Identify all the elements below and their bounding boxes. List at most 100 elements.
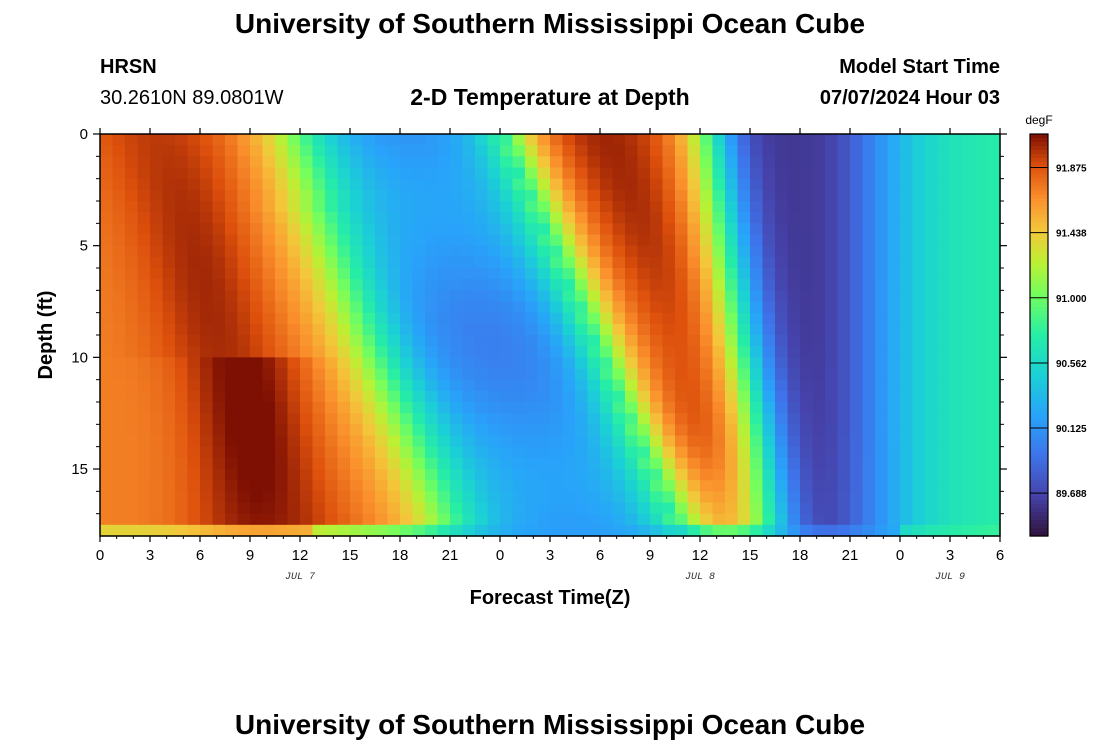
heatmap-cell <box>425 513 439 526</box>
heatmap-cell <box>600 446 614 459</box>
colorbar-swatch <box>1030 278 1048 284</box>
heatmap-cell <box>525 201 539 213</box>
heatmap-cell <box>700 335 714 347</box>
heatmap-cell <box>612 189 626 202</box>
colorbar-swatch <box>1030 226 1048 232</box>
heatmap-cell <box>100 245 114 258</box>
heatmap-cell <box>500 435 514 448</box>
heatmap-cell <box>737 446 751 459</box>
heatmap-cell <box>587 357 601 370</box>
heatmap-cell <box>275 201 289 213</box>
heatmap-cell <box>712 279 726 291</box>
colorbar-swatch <box>1030 495 1048 501</box>
heatmap-cell <box>237 413 251 425</box>
heatmap-cell <box>400 234 414 247</box>
heatmap-cell <box>475 212 489 224</box>
colorbar-swatch <box>1030 270 1048 276</box>
heatmap-cell <box>500 245 514 258</box>
heatmap-cell <box>325 223 339 236</box>
heatmap-cell <box>812 212 826 224</box>
heatmap-cell <box>362 279 376 291</box>
heatmap-cell <box>350 469 364 481</box>
heatmap-cell <box>700 402 714 414</box>
heatmap-cell <box>325 234 339 247</box>
heatmap-cell <box>912 134 926 146</box>
heatmap-cell <box>187 424 201 437</box>
heatmap-cell <box>187 167 201 180</box>
heatmap-cell <box>837 156 851 169</box>
heatmap-cell <box>525 234 539 247</box>
heatmap-cell <box>425 134 439 146</box>
heatmap-cell <box>850 446 864 459</box>
heatmap-cell <box>950 301 964 314</box>
heatmap-cell <box>737 234 751 247</box>
heatmap-cell <box>762 402 776 414</box>
heatmap-cell <box>550 134 564 146</box>
heatmap-cell <box>212 469 226 481</box>
heatmap-cell <box>562 480 576 492</box>
heatmap-cell <box>825 301 839 314</box>
heatmap-cell <box>987 156 1001 169</box>
heatmap-cell <box>162 212 176 224</box>
heatmap-cell <box>225 290 239 303</box>
heatmap-cell <box>562 189 576 202</box>
heatmap-cell <box>512 335 526 347</box>
heatmap-cell <box>562 491 576 504</box>
heatmap-cell <box>662 513 676 526</box>
heatmap-cell <box>687 279 701 291</box>
heatmap-cell <box>112 212 126 224</box>
heatmap-cell <box>287 469 301 481</box>
heatmap-cell <box>887 435 901 448</box>
heatmap-cell <box>250 178 264 191</box>
heatmap-cell <box>312 513 326 526</box>
heatmap-cell <box>400 323 414 336</box>
heatmap-cell <box>562 469 576 481</box>
heatmap-cell <box>362 178 376 191</box>
heatmap-cell <box>487 212 501 224</box>
heatmap-cell <box>450 145 464 157</box>
heatmap-cell <box>475 502 489 515</box>
heatmap-cell <box>475 189 489 202</box>
heatmap-cell <box>337 368 351 381</box>
heatmap-cell <box>375 279 389 291</box>
heatmap-cell <box>450 245 464 258</box>
heatmap-cell <box>525 502 539 515</box>
heatmap-cell <box>562 357 576 370</box>
heatmap-cell <box>125 178 139 191</box>
heatmap-cell <box>850 234 864 247</box>
heatmap-cell <box>725 457 739 470</box>
colorbar-swatch <box>1030 246 1048 252</box>
heatmap-cell <box>662 424 676 437</box>
heatmap-cell <box>912 413 926 425</box>
heatmap-cell <box>200 145 214 157</box>
x-tick-label: 6 <box>596 547 604 564</box>
heatmap-cell <box>562 256 576 269</box>
heatmap-cell <box>650 368 664 381</box>
heatmap-cell <box>737 145 751 157</box>
heatmap-cell <box>387 279 401 291</box>
heatmap-cell <box>937 167 951 180</box>
heatmap-cell <box>387 368 401 381</box>
heatmap-cell <box>225 178 239 191</box>
heatmap-cell <box>700 223 714 236</box>
heatmap-cell <box>550 413 564 425</box>
heatmap-cell <box>537 446 551 459</box>
heatmap-cell <box>437 368 451 381</box>
colorbar-swatch <box>1030 463 1048 469</box>
heatmap-cell <box>850 256 864 269</box>
heatmap-cell <box>800 346 814 358</box>
heatmap-cell <box>887 234 901 247</box>
heatmap-cell <box>587 301 601 314</box>
heatmap-cell <box>912 212 926 224</box>
heatmap-cell <box>575 491 589 504</box>
heatmap-cell <box>100 134 114 146</box>
heatmap-cell <box>950 346 964 358</box>
colorbar-swatch <box>1030 507 1048 513</box>
heatmap-cell <box>450 134 464 146</box>
heatmap-cell <box>812 323 826 336</box>
heatmap-cell <box>687 480 701 492</box>
heatmap-cell <box>637 145 651 157</box>
heatmap-cell <box>612 491 626 504</box>
heatmap-cell <box>462 301 476 314</box>
heatmap-cell <box>400 513 414 526</box>
